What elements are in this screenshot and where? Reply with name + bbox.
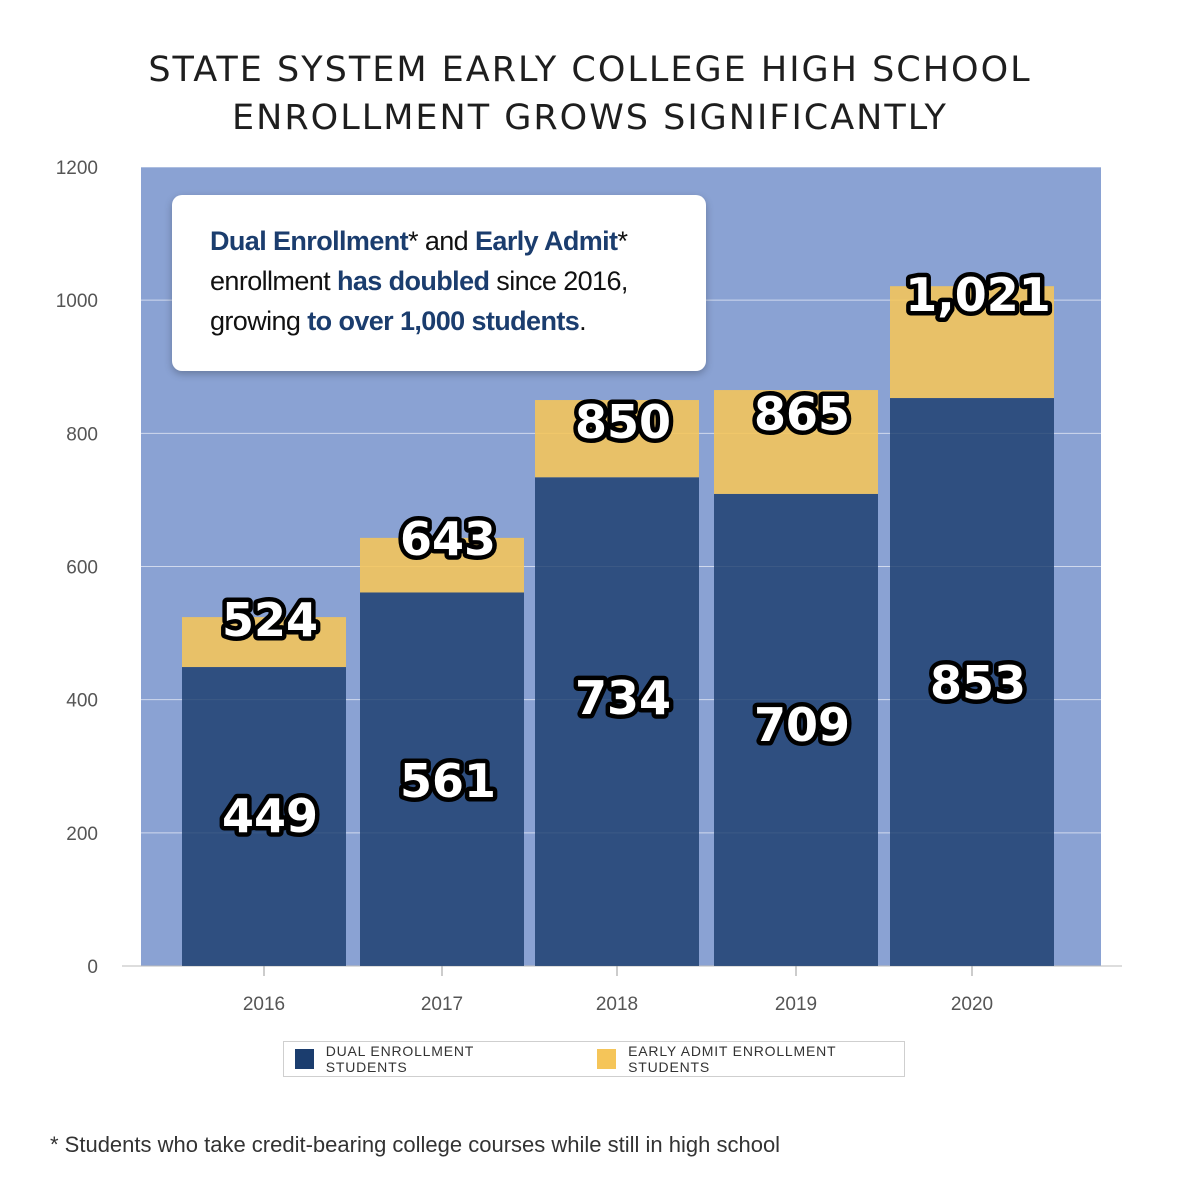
callout-l3-a: growing [210, 306, 308, 336]
callout-has-doubled: has doubled [336, 266, 490, 296]
legend-swatch-dual [295, 1049, 314, 1069]
data-label-dual-2018: 734 [575, 671, 671, 725]
bar-dual-2020 [890, 398, 1054, 966]
y-tick-label-200: 200 [66, 824, 98, 845]
data-label-dual-2020: 853 [930, 656, 1026, 710]
callout-l1-d: * [617, 226, 628, 256]
y-tick-label-600: 600 [66, 558, 98, 579]
chart-legend: DUAL ENROLLMENT STUDENTS EARLY ADMIT ENR… [283, 1041, 905, 1077]
legend-item-dual: DUAL ENROLLMENT STUDENTS [295, 1043, 545, 1075]
stacked-bar-chart: 0 200 400 600 800 1000 1200 2016 449 524 2017 561 64… [56, 158, 1122, 1015]
data-label-dual-2016: 449 [222, 789, 318, 843]
footnote: * Students who take credit-bearing colle… [50, 1132, 781, 1157]
y-tick-label-400: 400 [66, 691, 98, 712]
legend-label-early: EARLY ADMIT ENROLLMENT STUDENTS [628, 1043, 837, 1075]
callout-l3-c: . [579, 306, 587, 336]
chart-title-line-1: STATE SYSTEM EARLY COLLEGE HIGH SCHOOL [148, 50, 1032, 90]
data-label-total-2018: 850 [575, 395, 671, 449]
callout-l1-b: * and [408, 226, 475, 256]
bar-early-2016 [182, 617, 346, 668]
legend-item-early: EARLY ADMIT ENROLLMENT STUDENTS [597, 1043, 904, 1075]
y-tick-label-0: 0 [87, 957, 98, 978]
callout-l2-a: enrollment [210, 266, 337, 296]
data-label-total-2020: 1,021 [905, 268, 1051, 322]
callout-over-1000: to over 1,000 students [307, 306, 580, 336]
y-tick-label-1200: 1200 [56, 158, 98, 179]
y-tick-label-1000: 1000 [56, 291, 98, 312]
x-tick-label-2016: 2016 [243, 994, 285, 1015]
bar-dual-2018 [535, 477, 699, 966]
data-label-total-2019: 865 [754, 387, 850, 441]
callout-text: Dual Enrollment* and Early Admit* enroll… [210, 221, 690, 341]
legend-label-dual: DUAL ENROLLMENT STUDENTS [325, 1043, 474, 1075]
y-tick-label-800: 800 [66, 424, 98, 445]
legend-swatch-early [597, 1049, 617, 1069]
callout-box: Dual Enrollment* and Early Admit* enroll… [172, 195, 706, 371]
bar-early-2017 [360, 537, 524, 593]
bar-early-2019 [714, 390, 878, 494]
x-tick-label-2020: 2020 [951, 994, 993, 1015]
chart-title-line-2: ENROLLMENT GROWS SIGNIFICANTLY [232, 98, 948, 138]
data-label-dual-2019: 709 [754, 698, 850, 752]
bar-dual-2017 [360, 592, 524, 966]
callout-early-admit: Early Admit [475, 226, 618, 256]
bar-early-2020 [890, 286, 1054, 399]
bar-dual-2019 [714, 493, 878, 966]
callout-l2-c: since 2016, [489, 266, 628, 296]
x-tick-label-2019: 2019 [775, 994, 817, 1015]
callout-dual-enrollment: Dual Enrollment [210, 226, 409, 256]
x-tick-label-2018: 2018 [596, 994, 638, 1015]
bar-dual-2016 [182, 667, 346, 966]
data-label-total-2017: 643 [400, 512, 496, 566]
x-tick-label-2017: 2017 [421, 994, 463, 1015]
data-label-total-2016: 524 [222, 593, 318, 647]
data-label-dual-2017: 561 [400, 754, 496, 808]
chart-title: STATE SYSTEM EARLY COLLEGE HIGH SCHOOL E… [0, 46, 1180, 142]
bar-early-2018 [535, 400, 699, 478]
